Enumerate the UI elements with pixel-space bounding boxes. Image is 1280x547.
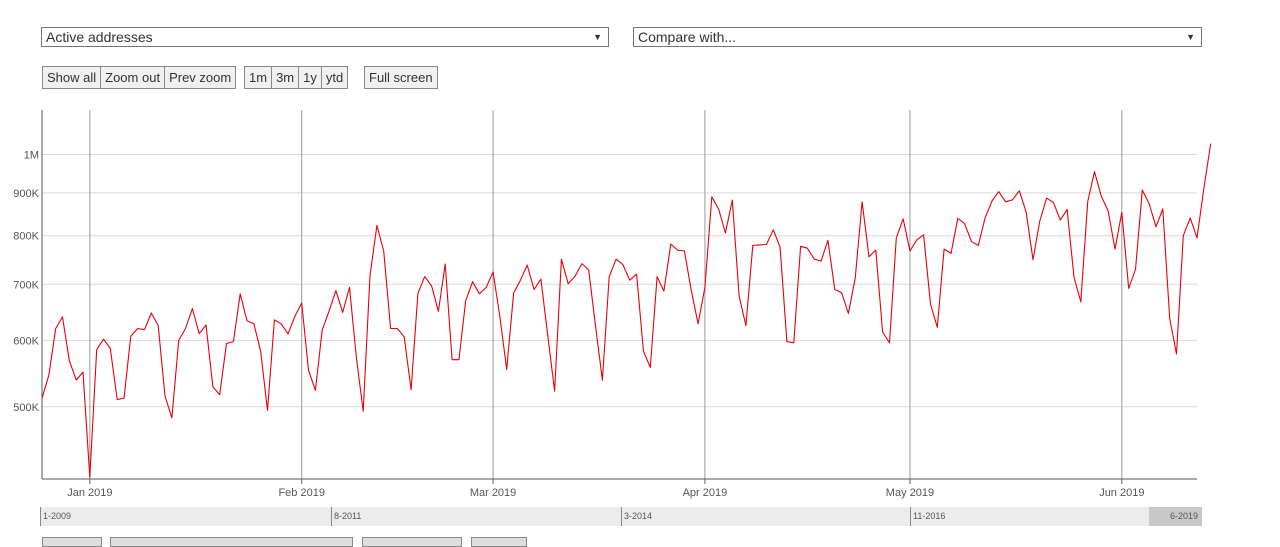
navigator-selection[interactable] xyxy=(1149,507,1202,526)
navigator-label: 6-2019 xyxy=(1170,511,1199,521)
x-tick-label: Feb 2019 xyxy=(278,487,324,499)
x-tick-label: Jun 2019 xyxy=(1099,487,1144,499)
compare-select[interactable]: Compare with... ▼ xyxy=(633,27,1202,47)
navigator-label: 1-2009 xyxy=(40,507,71,526)
y-tick-label: 1M xyxy=(24,149,39,161)
bottom-control-stub[interactable] xyxy=(110,537,353,547)
bottom-control-stub[interactable] xyxy=(471,537,527,547)
navigator-label: 11-2016 xyxy=(910,507,945,526)
x-tick-label: Jan 2019 xyxy=(67,487,112,499)
fullscreen-button-group: Full screen xyxy=(364,66,438,89)
compare-select-value: Compare with... xyxy=(638,29,737,45)
range-button-group: 1m 3m 1y ytd xyxy=(244,66,349,89)
show-all-button[interactable]: Show all xyxy=(42,66,102,89)
series-line xyxy=(41,143,1212,478)
y-tick-label: 800K xyxy=(13,231,39,243)
y-tick-label: 900K xyxy=(13,188,39,200)
zoom-button-group: Show all Zoom out Prev zoom xyxy=(42,66,237,89)
navigator-label: 8-2011 xyxy=(331,507,361,526)
x-tick-label: May 2019 xyxy=(886,487,934,499)
zoom-out-button[interactable]: Zoom out xyxy=(100,66,166,89)
navigator-label: 3-2014 xyxy=(621,507,652,526)
x-tick-label: Apr 2019 xyxy=(683,487,728,499)
y-tick-label: 500K xyxy=(13,402,39,414)
range-1y-button[interactable]: 1y xyxy=(298,66,322,89)
prev-zoom-button[interactable]: Prev zoom xyxy=(164,66,237,89)
bottom-control-stub[interactable] xyxy=(362,537,462,547)
y-tick-label: 700K xyxy=(13,279,39,291)
range-ytd-button[interactable]: ytd xyxy=(320,66,349,89)
chevron-down-icon: ▼ xyxy=(593,32,602,42)
metric-select[interactable]: Active addresses ▼ xyxy=(41,27,609,47)
bottom-control-stub[interactable] xyxy=(42,537,102,547)
y-tick-label: 600K xyxy=(13,335,39,347)
x-tick-label: Mar 2019 xyxy=(470,487,516,499)
range-3m-button[interactable]: 3m xyxy=(271,66,300,89)
full-screen-button[interactable]: Full screen xyxy=(364,66,438,89)
active-addresses-chart[interactable]: 500K 600K 700K 800K 900K 1M Jan 2019 Feb 2019 Ma… xyxy=(0,0,1280,505)
metric-select-value: Active addresses xyxy=(46,29,153,45)
chevron-down-icon: ▼ xyxy=(1186,32,1195,42)
